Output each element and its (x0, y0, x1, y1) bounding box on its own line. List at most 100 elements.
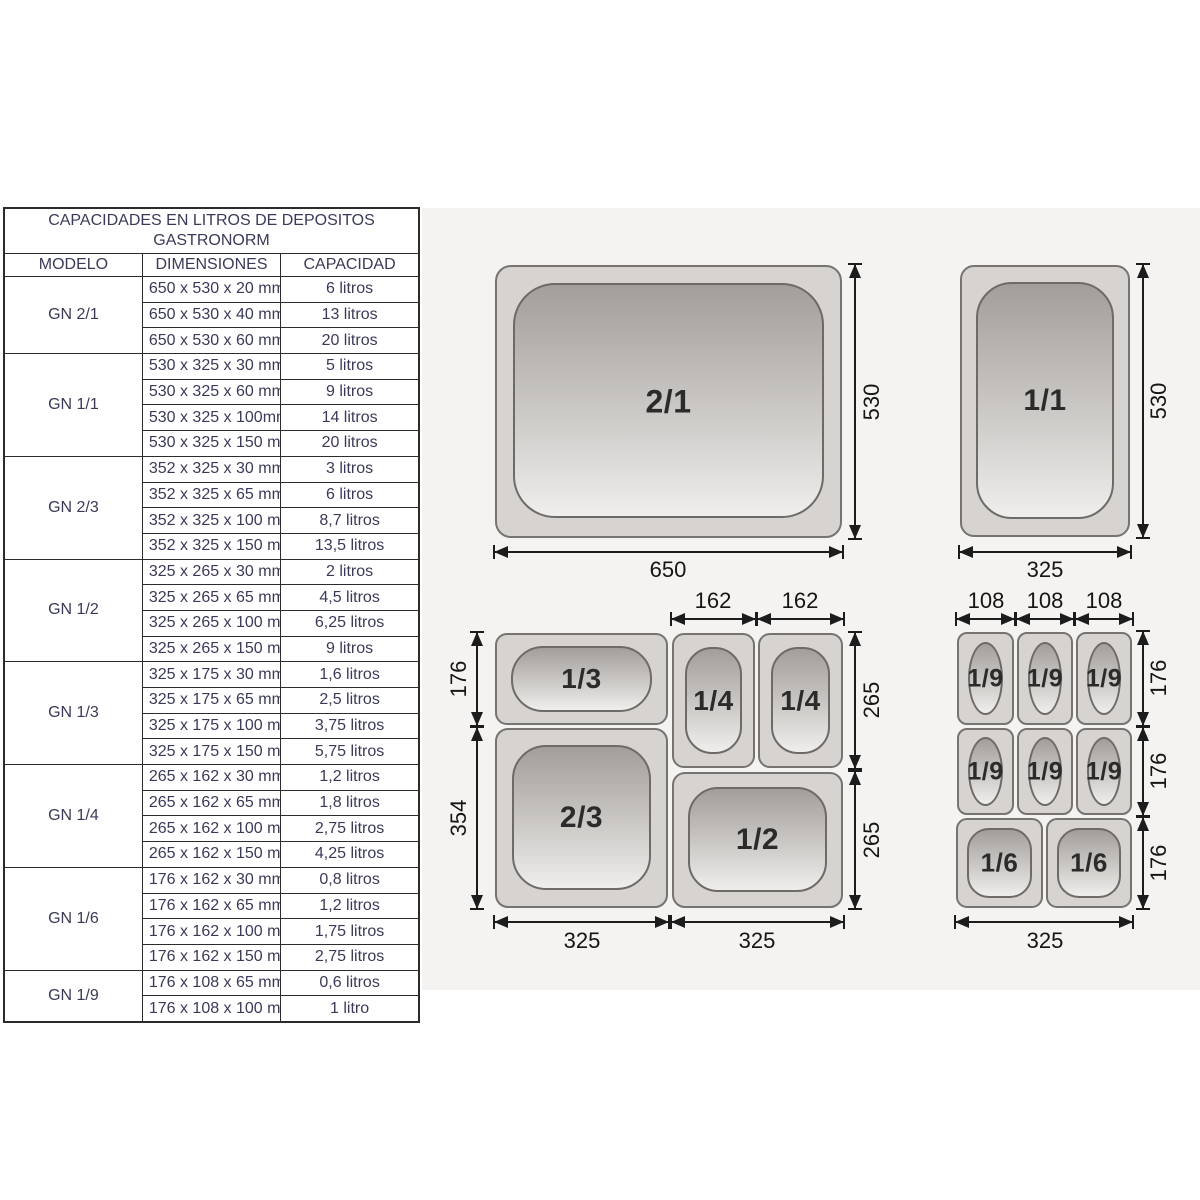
dimensions-cell: 325 x 175 x 65 mm. (141, 687, 282, 714)
dim-label-530-gn11: 530 (1146, 382, 1171, 420)
capacity-cell: 1,8 litros (280, 789, 420, 817)
table-row: GN 1/4 265 x 162 x 30 mm. 1,2 litros (3, 764, 420, 868)
pan-1-4-b: 1/4 (758, 633, 843, 768)
table-row: 352 x 325 x 100 mm.8,7 litros (4, 507, 420, 534)
pan-1-3-well (511, 646, 652, 712)
dim-arrow-265-bottom (848, 770, 862, 910)
pan-2-3-label: 2/3 (559, 801, 604, 834)
dim-label-176-r2: 176 (1146, 752, 1171, 790)
dim-arrow-354 (470, 726, 484, 910)
dimensions-cell: 650 x 530 x 60 mm. (141, 327, 282, 355)
dim-label-176-r1: 176 (1146, 659, 1171, 697)
dim-arrow-176-gn13 (470, 631, 484, 727)
dimensions-cell: 352 x 325 x 100 mm. (141, 507, 282, 534)
dimensions-cell: 265 x 162 x 150 mm. (141, 841, 282, 868)
pan-1-4-b-label: 1/4 (780, 684, 821, 716)
table-row: 325 x 265 x 100 mm.6,25 litros (4, 609, 420, 637)
table-row: 176 x 162 x 150 mm.2,75 litros (4, 943, 420, 971)
dimensions-cell: 176 x 108 x 100 mm. (141, 995, 282, 1023)
pan-2-1-label: 2/1 (645, 383, 692, 419)
dim-label-354: 354 (446, 799, 471, 837)
pan-1-9-r2c1-well (968, 737, 1003, 806)
dim-label-325-gn23col: 325 (563, 928, 601, 953)
table-body: GN 2/1 650 x 530 x 20 mm. 6 litros 650 x 53… (3, 275, 420, 1023)
capacity-cell: 2,5 litros (280, 687, 420, 714)
dimensions-cell: 325 x 175 x 150 mm. (141, 738, 282, 766)
dim-arrow-108-b (1015, 612, 1075, 626)
pan-1-9-r2c3: 1/9 (1076, 728, 1132, 815)
pan-1-9-r1c2: 1/9 (1017, 632, 1073, 725)
header-capacidad: CAPACIDAD (280, 253, 420, 277)
table-header-row: MODELO DIMENSIONES CAPACIDAD (3, 253, 420, 277)
model-cell: GN 1/6 (3, 866, 143, 971)
capacity-cell: 1,6 litros (280, 661, 420, 688)
table-title-line2: GASTRONORM (153, 232, 270, 249)
pan-1-9-r1c3-label: 1/9 (1085, 664, 1123, 692)
table-row: 352 x 325 x 65 mm. 6 litros (4, 481, 420, 509)
dimensions-cell: 530 x 325 x 150 mm. (141, 430, 282, 457)
dimensions-cell: 352 x 325 x 65 mm. (141, 481, 282, 509)
pan-1-9-r1c3: 1/9 (1076, 632, 1132, 725)
pan-1-6-a-label: 1/6 (980, 847, 1019, 878)
dim-arrow-650 (493, 545, 844, 559)
dimensions-cell: 325 x 265 x 65 mm. (141, 584, 282, 611)
table-title-line1: CAPACIDADES EN LITROS DE DEPOSITOS (48, 212, 375, 229)
model-cell: GN 1/3 (3, 661, 143, 766)
dim-label-162-a: 162 (694, 588, 732, 613)
capacity-cell: 2,75 litros (280, 943, 420, 971)
table-row: 650 x 530 x 60 mm. 20 litros (4, 327, 420, 355)
table-row: GN 1/6 176 x 162 x 30 mm. 0,8 litros (3, 866, 420, 971)
capacity-cell: 6,25 litros (280, 609, 420, 637)
dim-arrow-325-gn23col (493, 915, 670, 929)
dimensions-cell: 325 x 175 x 100 mm. (141, 712, 282, 740)
capacity-cell: 3,75 litros (280, 712, 420, 740)
dim-label-265-top: 265 (859, 681, 884, 719)
dimensions-cell: 352 x 325 x 30 mm. (141, 455, 282, 483)
capacity-table: CAPACIDADES EN LITROS DE DEPOSITOS GASTR… (3, 207, 420, 1023)
pan-1-9-r1c1-well (968, 642, 1003, 715)
pan-1-6-a: 1/6 (956, 818, 1043, 908)
capacity-cell: 13 litros (280, 301, 420, 329)
capacity-cell: 4,25 litros (280, 841, 420, 868)
dim-arrow-325-gn12col (670, 915, 845, 929)
pan-1-3: 1/3 (495, 633, 668, 725)
pan-1-3-label: 1/3 (561, 663, 602, 694)
dim-arrow-108-a (955, 612, 1016, 626)
capacity-cell: 20 litros (280, 430, 420, 457)
pan-1-6-a-well (967, 828, 1032, 898)
table-row: GN 1/3 325 x 175 x 30 mm. 1,6 litros (3, 661, 420, 766)
table-row: 176 x 108 x 100 mm.1 litro (4, 995, 420, 1023)
capacity-cell: 8,7 litros (280, 507, 420, 534)
dimensions-cell: 176 x 162 x 150 mm. (141, 943, 282, 971)
dim-label-325-gn12col: 325 (738, 928, 776, 953)
capacity-cell: 13,5 litros (280, 532, 420, 560)
dim-label-108-c: 108 (1085, 588, 1123, 613)
capacity-cell: 0,8 litros (280, 866, 420, 894)
capacity-cell: 1,75 litros (280, 918, 420, 945)
pan-1-6-b: 1/6 (1046, 818, 1132, 908)
pan-1-9-r2c3-well (1087, 737, 1121, 806)
model-cell: GN 1/9 (3, 969, 143, 1023)
table-row: 530 x 325 x 150 mm.20 litros (4, 430, 420, 457)
table-row: 352 x 325 x 150 mm.13,5 litros (4, 532, 420, 560)
pan-1-1: 1/1 (960, 265, 1130, 537)
table-row: 530 x 325 x 60 mm. 9 litros (4, 378, 420, 406)
dim-arrow-108-c (1074, 612, 1134, 626)
table-row: 530 x 325 x 100mm. 14 litros (4, 404, 420, 432)
dim-arrow-325-gn19grp (954, 915, 1134, 929)
model-cell: GN 1/1 (3, 353, 143, 457)
pan-1-2-well (688, 787, 827, 892)
pan-2-1: 2/1 (495, 265, 842, 538)
pan-1-6-b-label: 1/6 (1070, 847, 1108, 878)
capacity-cell: 20 litros (280, 327, 420, 355)
dim-label-325-gn19grp: 325 (1026, 928, 1064, 953)
pan-1-9-r2c2: 1/9 (1017, 728, 1073, 815)
pan-1-9-r1c1: 1/9 (957, 632, 1014, 725)
dim-arrow-176-r3 (1136, 816, 1150, 910)
pan-1-9-r2c3-label: 1/9 (1085, 757, 1123, 785)
table-title-row: CAPACIDADES EN LITROS DE DEPOSITOS GASTR… (3, 207, 420, 254)
pan-2-3: 2/3 (495, 728, 668, 908)
dimensions-cell: 530 x 325 x 60 mm. (141, 378, 282, 406)
capacity-cell: 1 litro (280, 995, 420, 1023)
dim-label-650: 650 (649, 557, 687, 582)
